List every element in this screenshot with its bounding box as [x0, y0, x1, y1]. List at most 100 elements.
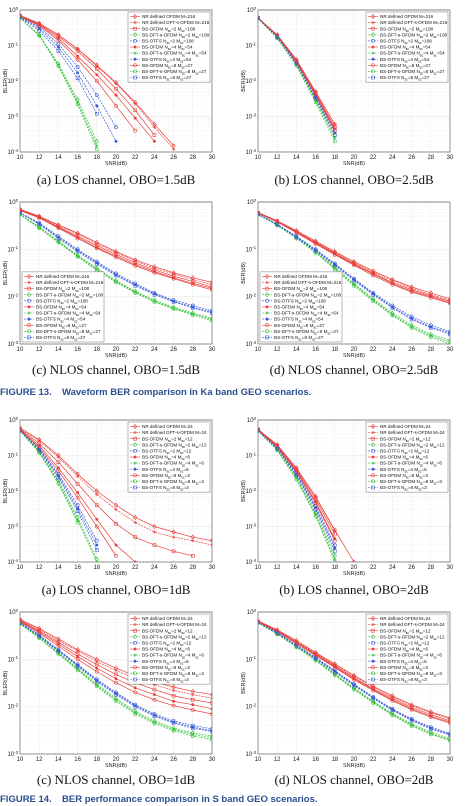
legend-marker: [133, 455, 137, 459]
data-point: [94, 79, 99, 83]
x-axis-label: SNR(dB): [105, 353, 127, 359]
data-point: [448, 332, 450, 337]
data-point: [20, 212, 22, 217]
data-point: [37, 226, 42, 231]
data-point: [152, 530, 157, 534]
data-point: [20, 428, 22, 433]
series-line: [258, 428, 355, 562]
series-line: [20, 622, 212, 732]
y-tick-label: 10-3​: [7, 340, 18, 348]
legend-entry: NR defined DFT-s-OFDM M=216: [380, 20, 448, 25]
data-point: [294, 469, 299, 474]
data-point: [191, 553, 195, 558]
x-tick-label: 20: [113, 347, 120, 353]
data-point: [95, 67, 99, 71]
series-line: [20, 621, 212, 715]
data-point: [258, 620, 260, 625]
legend-marker: [26, 292, 32, 298]
legend-marker: [132, 634, 138, 640]
legend-marker: [371, 448, 375, 453]
data-point: [95, 144, 99, 148]
series-line: [258, 622, 450, 736]
data-point: [152, 523, 157, 530]
data-point: [210, 311, 212, 315]
data-point: [171, 728, 176, 733]
legend-marker: [133, 653, 137, 657]
data-point: [95, 517, 99, 521]
figure-14-label: FIGURE 14.: [0, 794, 52, 805]
data-point: [171, 549, 176, 554]
legend-entry: BS-DFT-s-OFDM Nsc​=8 Msc​=3: [380, 671, 442, 678]
legend-entry: BS-OTFS Nsc​=4 Msc​=54: [142, 57, 192, 64]
data-point: [75, 254, 80, 259]
data-point: [352, 283, 356, 288]
data-point: [313, 495, 318, 499]
legend-marker: [133, 448, 137, 453]
y-tick-label: 10-2​: [245, 77, 256, 85]
data-point: [75, 474, 80, 478]
data-point: [191, 697, 195, 702]
data-point: [56, 239, 61, 244]
data-point: [114, 81, 118, 86]
legend-marker: [132, 32, 138, 38]
legend-marker: [27, 298, 31, 303]
data-point: [95, 560, 99, 562]
x-tick-label: 28: [427, 155, 434, 161]
data-point: [75, 57, 80, 62]
data-point: [56, 644, 61, 649]
series-line: [20, 428, 193, 557]
legend-entry: BS-OFDM Nsc​=4 Msc​=54: [36, 305, 87, 312]
legend-marker: [133, 69, 137, 74]
legend-entry: BS-OTFS Nsc​=4 Msc​=6: [142, 659, 189, 666]
data-point: [191, 703, 195, 707]
legend-entry: BS-OTFS Nsc​=4 Msc​=6: [142, 467, 189, 474]
x-tick-label: 10: [17, 757, 24, 763]
data-point: [409, 723, 414, 727]
legend-entry: BS-OFDM Nsc​=4 Msc​=54: [142, 45, 193, 52]
data-point: [95, 679, 99, 684]
data-point: [95, 503, 99, 507]
data-point: [313, 96, 318, 100]
data-point: [390, 713, 395, 718]
data-point: [133, 263, 138, 268]
x-tick-label: 10: [255, 347, 262, 353]
data-point: [210, 707, 212, 711]
data-point: [133, 291, 138, 295]
data-point: [133, 704, 137, 709]
x-tick-label: 12: [274, 155, 281, 161]
legend-entry: BS-OFDM Nsc​=4 Msc​=54: [380, 45, 431, 52]
y-tick-label: 10-2​: [245, 487, 256, 495]
data-point: [448, 719, 450, 723]
x-tick-label: 28: [427, 347, 434, 353]
y-tick-label: 10-2​: [245, 702, 256, 710]
data-point: [190, 313, 195, 317]
x-tick-label: 16: [312, 155, 319, 161]
legend-entry: BS-DFT-s-OFDM Nsc​=4 Msc​=54: [142, 51, 207, 58]
data-point: [294, 235, 299, 240]
legend-marker: [27, 317, 31, 321]
data-point: [114, 507, 118, 512]
data-point: [114, 668, 118, 673]
legend-entry: BS-OTFS Nsc​=2 Msc​=12: [142, 449, 192, 456]
x-tick-label: 16: [74, 565, 81, 571]
legend-entry: BS-OTFS Nsc​=8 Msc​=27: [274, 335, 324, 342]
data-point: [95, 262, 99, 266]
data-point: [191, 306, 195, 310]
data-point: [209, 692, 212, 698]
legend-marker: [133, 436, 137, 441]
legend-marker: [133, 45, 137, 49]
data-point: [37, 634, 42, 638]
data-point: [75, 649, 80, 653]
data-point: [133, 535, 137, 539]
legend-marker: [133, 479, 137, 484]
legend-entry: BS-OTFS Nsc​=8 Msc​=27: [36, 335, 86, 342]
y-tick-label: 10-4​: [245, 558, 256, 566]
legend-marker: [133, 57, 137, 61]
data-point: [352, 686, 356, 691]
data-point: [114, 273, 118, 278]
legend-entry: BS-OFDM Nsc​=4 Msc​=6: [380, 647, 428, 654]
data-point: [95, 548, 99, 552]
data-point: [294, 230, 299, 235]
figure-14-caption: BER performance comparison in S band GEO…: [62, 794, 318, 805]
data-point: [75, 657, 80, 662]
